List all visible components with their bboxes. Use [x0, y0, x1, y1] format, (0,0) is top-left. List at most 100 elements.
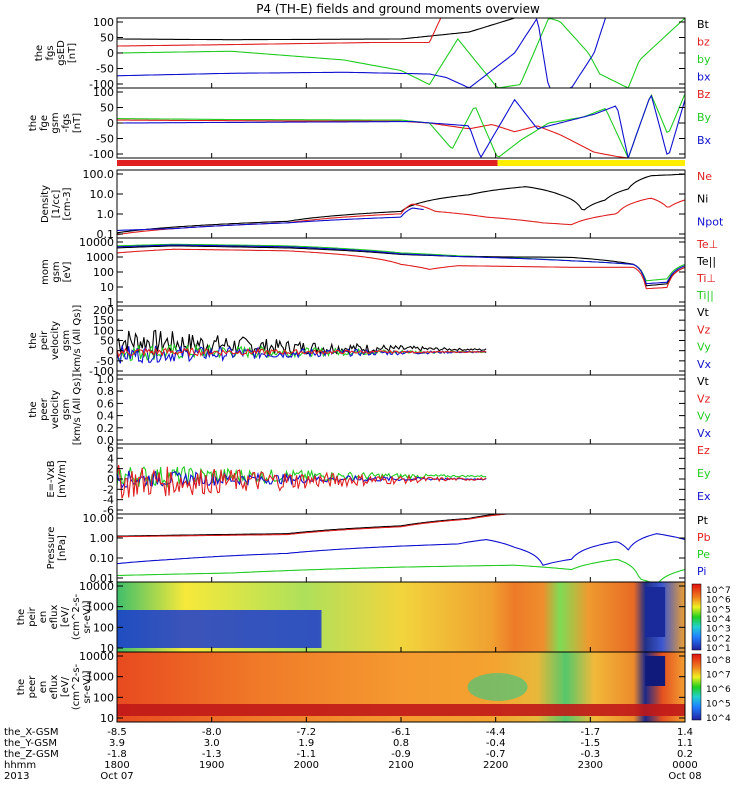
x-axis-date: Oct 08	[668, 771, 701, 782]
y-tick-label: 100	[93, 621, 114, 634]
legend-bx: bx	[697, 71, 711, 84]
legend-vt: Vt	[697, 375, 710, 388]
y-axis-label: the	[16, 679, 27, 695]
y-axis-label: the	[28, 332, 39, 348]
colorbar-label: 10^8	[706, 656, 731, 666]
legend-by: By	[697, 111, 712, 124]
x-axis-value-hhmm: 1900	[199, 760, 224, 771]
y-axis-label: Density	[40, 185, 51, 223]
legend-npot: Npot	[697, 215, 724, 228]
series-efield-0	[117, 465, 487, 489]
panel-fgs: 100 50 0 -50 -100 the fgs gsED [nT] Bt bz by bx	[34, 16, 711, 91]
y-tick-label: -50	[96, 133, 114, 146]
x-axis-row-label: 2013	[4, 771, 29, 782]
y-tick-label: 0	[107, 345, 114, 358]
y-tick-label: -4	[103, 494, 114, 507]
y-tick-label: 1000	[86, 671, 114, 684]
y-tick-label: 0.10	[90, 552, 115, 565]
y-tick-label: 100	[93, 691, 114, 704]
x-axis-value-y: 3.9	[109, 738, 125, 749]
x-axis-value-hhmm: 1800	[104, 760, 129, 771]
heatmap-low-energy-band	[117, 610, 322, 648]
x-axis-row-label: hhmm	[4, 760, 36, 771]
y-axis-label: fge	[39, 115, 50, 131]
y-tick-label: -50	[96, 63, 114, 76]
y-tick-label: 6	[107, 442, 114, 455]
x-axis-value-z: -0.7	[486, 749, 506, 760]
y-axis-label: eflux	[49, 675, 60, 700]
legend-ni: Ni	[697, 193, 708, 206]
legend-vx: Vx	[697, 358, 712, 371]
y-tick-label: -50	[96, 355, 114, 368]
y-tick-label: 50	[100, 102, 114, 115]
legend-te||: Te||	[696, 255, 716, 268]
x-axis-value-z: -0.3	[581, 749, 601, 760]
y-tick-label: 1.00	[90, 532, 115, 545]
y-axis-label: [eV/	[60, 606, 71, 627]
y-axis-label: [nT]	[72, 113, 83, 133]
x-axis-value-z: -1.1	[297, 749, 317, 760]
panel-peir_eflux: 10^710^610^510^410^310^210^1 10000 1000 100…	[16, 580, 731, 655]
x-axis-value-x: -8.0	[202, 727, 222, 738]
series-fge-0	[117, 119, 629, 158]
x-axis-value-y: -1.5	[581, 738, 601, 749]
panel-mom: 10000 1000 100 10 1 mom gsm [eV] Te⊥ Te|| Ti⊥ Ti||	[40, 236, 718, 309]
y-tick-label: 50	[100, 32, 114, 45]
legend-ti||: Ti||	[696, 289, 714, 302]
panel-frame	[116, 169, 686, 239]
series-pressure-2	[117, 533, 685, 566]
y-tick-label: 0	[107, 47, 114, 60]
y-tick-label: 0.6	[97, 397, 115, 410]
x-axis-value-hhmm: 2000	[294, 760, 319, 771]
series-pressure-3	[117, 558, 685, 582]
y-tick-label: 2	[107, 463, 114, 476]
y-tick-label: -6	[103, 504, 114, 517]
series-velocity1-2	[117, 345, 487, 364]
x-axis-value-x: -6.1	[391, 727, 411, 738]
legend-ey: Ey	[697, 467, 711, 480]
colorbar-label: 10^7	[706, 586, 731, 596]
y-axis-label: [km/s (All Qs)]	[72, 305, 83, 377]
series-mom-1	[117, 245, 685, 287]
y-axis-label: peir	[27, 606, 38, 626]
y-axis-label: [1/cc]	[51, 190, 62, 219]
x-axis-value-z: -1.8	[107, 749, 127, 760]
y-tick-label: 1.0	[97, 373, 115, 386]
y-tick-label: 0.8	[97, 385, 115, 398]
heatmap-green-patch	[467, 673, 528, 701]
x-axis-value-z: -0.9	[391, 749, 411, 760]
legend-pe: Pe	[697, 548, 710, 561]
x-axis-value-y: 1.1	[677, 738, 693, 749]
y-axis-label: [cm-3]	[62, 187, 73, 220]
y-tick-label: 50	[100, 335, 114, 348]
y-tick-label: 100	[93, 324, 114, 337]
y-axis-label: sr-eV)]	[82, 600, 93, 633]
legend-ex: Ex	[697, 490, 711, 503]
legend-bt: Bt	[697, 18, 710, 31]
y-tick-label: 10.00	[83, 512, 115, 525]
y-axis-label: [mV/m]	[57, 460, 68, 498]
series-mom-2	[117, 248, 685, 290]
series-pressure-0	[117, 514, 502, 537]
y-tick-label: 1000	[86, 601, 114, 614]
y-axis-label: [km/s (All Qs)]	[72, 374, 83, 446]
colorbar-label: 10^6	[706, 596, 731, 606]
y-tick-label: 1.0	[97, 208, 115, 221]
legend-ez: Ez	[697, 444, 710, 457]
series-velocity1-1	[117, 343, 487, 362]
x-axis-value-y: 3.0	[204, 738, 220, 749]
y-tick-label: 200	[93, 304, 114, 317]
y-axis-label: the	[28, 115, 39, 131]
y-axis-label: Pressure	[46, 527, 57, 570]
series-fgs-1	[117, 18, 442, 47]
y-tick-label: 0.0	[97, 434, 115, 447]
series-fge-1	[117, 93, 685, 158]
x-axis-row-label: the_Z-GSM	[4, 749, 59, 760]
y-tick-label: 0.4	[97, 410, 115, 423]
panel-pressure: 10.00 1.00 0.10 0.01 Pressure [nPa] Pt Pb Pe Pi	[46, 512, 711, 585]
y-tick-label: 10.0	[90, 188, 115, 201]
series-velocity1-3	[117, 347, 487, 358]
colorbar-label: 10^7	[706, 671, 731, 681]
